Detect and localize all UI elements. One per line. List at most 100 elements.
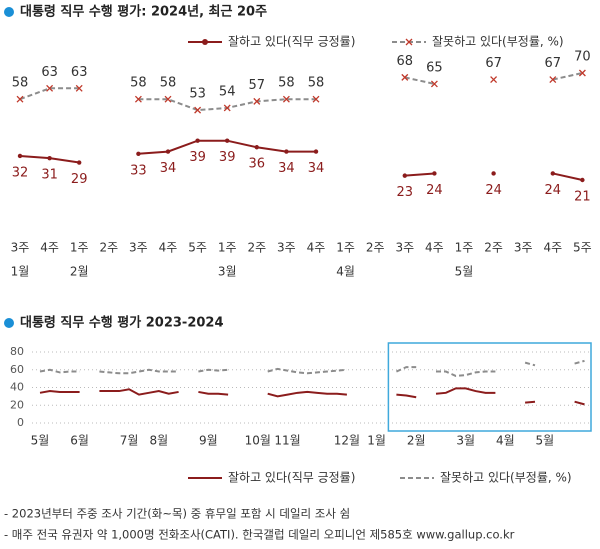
data-label: 23 xyxy=(397,185,414,200)
data-label: 39 xyxy=(189,150,206,165)
data-label: 58 xyxy=(278,76,295,91)
data-label: 33 xyxy=(130,163,147,178)
data-label: 68 xyxy=(397,54,414,69)
data-label: 58 xyxy=(12,76,29,91)
point-marker xyxy=(195,138,200,143)
data-label: 58 xyxy=(130,76,147,91)
point-marker xyxy=(47,155,52,161)
legend-label: 잘못하고 있다(부정률, %) xyxy=(440,471,572,485)
data-label: 54 xyxy=(219,84,236,99)
point-marker xyxy=(401,73,409,81)
point-marker xyxy=(16,95,24,103)
title-bullet xyxy=(4,7,14,17)
point-marker xyxy=(225,138,230,143)
data-label: 24 xyxy=(485,183,502,198)
point-marker xyxy=(164,95,172,103)
point-marker xyxy=(165,149,171,154)
x-tick-label: 3주 xyxy=(277,241,296,255)
legend-marker xyxy=(202,39,208,45)
x-tick-label: 1주 xyxy=(336,241,355,255)
x-tick-label: 2주 xyxy=(484,241,503,255)
point-marker xyxy=(580,177,585,183)
chart-title: 대통령 직무 수행 평가: 2024년, 최근 20주 xyxy=(20,4,267,20)
series-line xyxy=(39,359,585,377)
point-marker xyxy=(430,80,438,88)
x-tick-label: 4월 xyxy=(496,434,515,448)
point-marker xyxy=(491,171,496,176)
y-tick-label: 0 xyxy=(17,416,24,429)
point-marker xyxy=(136,151,141,156)
point-marker xyxy=(253,97,261,105)
x-tick-label: 1주 xyxy=(70,241,89,255)
point-marker xyxy=(17,153,23,159)
data-label: 34 xyxy=(308,161,325,176)
x-tick-label: 4주 xyxy=(425,241,444,255)
x-tick-label: 11월 xyxy=(274,434,300,448)
point-marker xyxy=(549,76,557,84)
x-tick-label: 2주 xyxy=(99,241,118,255)
series-line xyxy=(39,387,585,406)
data-label: 53 xyxy=(189,87,206,102)
point-marker xyxy=(46,84,54,92)
x-tick-label: 9월 xyxy=(199,434,218,448)
x-tick-label: 4주 xyxy=(159,241,178,255)
x-tick-label: 5월 xyxy=(536,434,555,448)
chart-title: 대통령 직무 수행 평가 2023-2024 xyxy=(20,315,224,331)
point-marker xyxy=(75,84,83,92)
y-tick-label: 80 xyxy=(10,345,24,358)
x-tick-label: 8월 xyxy=(149,434,168,448)
point-marker xyxy=(432,171,437,176)
x-tick-label: 5주 xyxy=(573,241,592,255)
data-label: 21 xyxy=(574,190,591,205)
point-marker xyxy=(282,95,290,103)
x-tick-label: 3주 xyxy=(514,241,533,255)
y-tick-label: 40 xyxy=(10,381,24,394)
x-tick-label: 6월 xyxy=(70,434,89,448)
series-line xyxy=(19,139,583,181)
data-label: 57 xyxy=(249,78,266,93)
footnote: - 매주 전국 유권자 약 1,000명 전화조사(CATI). 한국갤럽 데일… xyxy=(4,528,515,542)
point-marker xyxy=(77,160,82,165)
data-label: 29 xyxy=(71,172,88,187)
data-label: 63 xyxy=(71,65,88,80)
footnote: - 2023년부터 주중 조사 기간(화~목) 중 휴무일 포함 시 데일리 조… xyxy=(4,507,350,521)
point-marker xyxy=(134,95,142,103)
point-marker xyxy=(313,149,319,154)
x-tick-label: 12월 xyxy=(334,434,360,448)
legend-marker xyxy=(405,38,413,46)
data-label: 36 xyxy=(249,157,266,172)
point-marker xyxy=(194,106,202,114)
x-tick-label: 4주 xyxy=(307,241,326,255)
y-tick-label: 20 xyxy=(10,398,24,411)
data-label: 39 xyxy=(219,150,236,165)
x-tick-label: 3주 xyxy=(129,241,148,255)
highlight-box xyxy=(387,342,592,432)
data-label: 24 xyxy=(545,183,562,198)
series-line xyxy=(19,72,583,112)
x-group-label: 5월 xyxy=(455,265,474,279)
x-tick-label: 10월 xyxy=(245,434,271,448)
y-tick-label: 60 xyxy=(10,363,24,376)
x-tick-label: 5월 xyxy=(31,434,50,448)
data-label: 24 xyxy=(426,183,443,198)
x-tick-label: 2주 xyxy=(366,241,385,255)
x-tick-label: 4주 xyxy=(40,241,59,255)
data-label: 58 xyxy=(160,76,177,91)
x-tick-label: 3주 xyxy=(11,241,30,255)
point-marker xyxy=(578,69,586,77)
data-label: 65 xyxy=(426,60,443,75)
x-tick-label: 1주 xyxy=(218,241,237,255)
x-tick-label: 4주 xyxy=(543,241,562,255)
data-label: 34 xyxy=(278,161,295,176)
x-tick-label: 3월 xyxy=(456,434,475,448)
data-label: 70 xyxy=(574,50,591,65)
point-marker xyxy=(223,104,231,112)
point-marker xyxy=(312,95,320,103)
point-marker xyxy=(550,171,555,176)
x-group-label: 3월 xyxy=(218,265,237,279)
x-group-label: 2월 xyxy=(70,265,89,279)
legend-label: 잘하고 있다(직무 긍정률) xyxy=(228,35,355,49)
title-bullet xyxy=(4,318,14,328)
point-marker xyxy=(402,173,407,178)
